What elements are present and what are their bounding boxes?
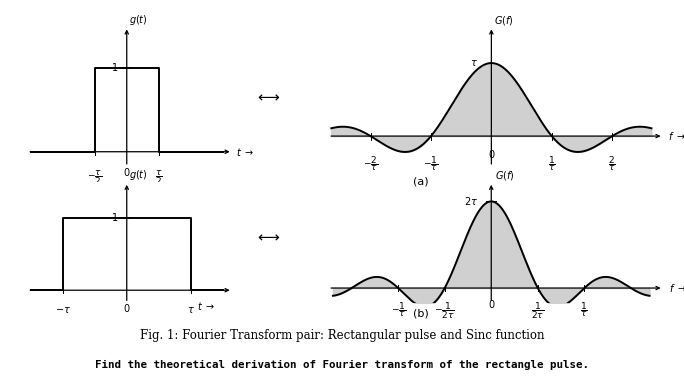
- Text: 0: 0: [488, 150, 495, 160]
- Text: $g(t)$: $g(t)$: [129, 13, 148, 27]
- Text: $\dfrac{\tau}{2}$: $\dfrac{\tau}{2}$: [155, 169, 163, 187]
- Text: $\dfrac{2}{\tau}$: $\dfrac{2}{\tau}$: [608, 154, 616, 173]
- Text: (b): (b): [412, 309, 429, 319]
- Text: $-\tau$: $-\tau$: [55, 305, 70, 315]
- Text: $G(f)$: $G(f)$: [495, 14, 514, 27]
- Text: $G(f)$: $G(f)$: [495, 169, 514, 182]
- Text: $f\ \rightarrow$: $f\ \rightarrow$: [668, 130, 684, 142]
- Text: $\longleftrightarrow$: $\longleftrightarrow$: [255, 229, 281, 244]
- Text: $g(t)$: $g(t)$: [129, 168, 148, 182]
- Text: $\dfrac{1}{\tau}$: $\dfrac{1}{\tau}$: [548, 154, 555, 173]
- Text: $-\dfrac{1}{\tau}$: $-\dfrac{1}{\tau}$: [423, 154, 438, 173]
- Text: $-\dfrac{2}{\tau}$: $-\dfrac{2}{\tau}$: [363, 154, 378, 173]
- Text: $\dfrac{1}{\tau}$: $\dfrac{1}{\tau}$: [581, 300, 588, 319]
- Text: 1: 1: [112, 63, 118, 73]
- Text: $t\ \rightarrow$: $t\ \rightarrow$: [236, 146, 254, 158]
- Text: $\tau$: $\tau$: [187, 305, 195, 315]
- Text: 0: 0: [124, 168, 130, 178]
- Text: 0: 0: [488, 300, 495, 310]
- Text: 0: 0: [124, 304, 130, 314]
- Text: Find the theoretical derivation of Fourier transform of the rectangle pulse.: Find the theoretical derivation of Fouri…: [95, 360, 589, 370]
- Text: 1: 1: [112, 213, 118, 223]
- Text: $-\dfrac{\tau}{2}$: $-\dfrac{\tau}{2}$: [87, 169, 103, 187]
- Text: $t\ \rightarrow$: $t\ \rightarrow$: [197, 300, 216, 312]
- Text: $\dfrac{1}{2\tau}$: $\dfrac{1}{2\tau}$: [531, 300, 544, 321]
- Text: $\tau$: $\tau$: [470, 58, 478, 68]
- Text: (a): (a): [413, 176, 428, 186]
- Text: $-\dfrac{1}{\tau}$: $-\dfrac{1}{\tau}$: [391, 300, 406, 319]
- Text: $\longleftrightarrow$: $\longleftrightarrow$: [255, 89, 281, 104]
- Text: $-\dfrac{1}{2\tau}$: $-\dfrac{1}{2\tau}$: [434, 300, 455, 321]
- Text: Fig. 1: Fourier Transform pair: Rectangular pulse and Sinc function: Fig. 1: Fourier Transform pair: Rectangu…: [140, 329, 544, 342]
- Text: $f\ \rightarrow$: $f\ \rightarrow$: [669, 282, 684, 294]
- Text: $2\tau$: $2\tau$: [464, 196, 478, 207]
